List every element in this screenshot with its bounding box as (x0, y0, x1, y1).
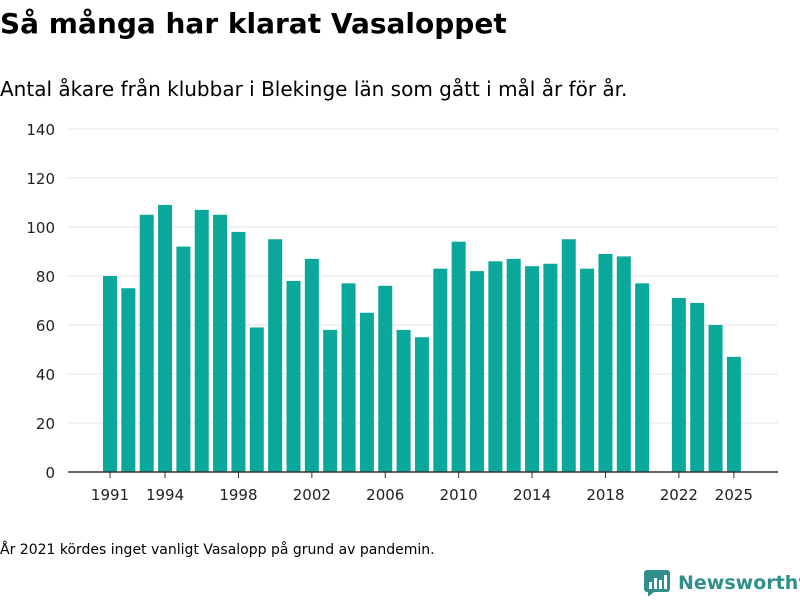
x-tick-label: 1998 (219, 486, 257, 504)
y-tick-label: 60 (36, 317, 55, 335)
footnote: År 2021 kördes inget vanligt Vasalopp på… (0, 542, 435, 558)
bar-1998 (231, 231, 246, 472)
y-tick-label: 120 (26, 170, 55, 188)
y-tick-label: 140 (26, 121, 55, 139)
bar-2008 (414, 337, 429, 472)
bars (103, 204, 741, 472)
bar-2019 (616, 256, 631, 472)
bar-2015 (543, 263, 558, 472)
bar-chart: 0 20 40 60 80 100 120 140 1991 1994 1998 2002 2006 2… (26, 121, 778, 504)
x-tick-label: 2018 (586, 486, 624, 504)
bar-1999 (249, 327, 264, 472)
brand-name: Newsworthy (678, 572, 800, 594)
bar-2004 (341, 283, 356, 472)
bar-2011 (470, 271, 484, 472)
bar-2020 (635, 283, 650, 472)
bar-2023 (690, 302, 705, 472)
bar-2005 (359, 312, 374, 472)
bar-2025 (726, 356, 741, 472)
bar-2017 (580, 268, 595, 472)
x-tick-label: 1991 (91, 486, 129, 504)
x-tick-label: 2010 (440, 486, 478, 504)
bar-1994 (158, 204, 173, 472)
bar-1993 (139, 214, 154, 472)
bar-2013 (506, 258, 521, 472)
bar-1996 (194, 209, 209, 472)
chart-subtitle: Antal åkare från klubbar i Blekinge län … (0, 77, 628, 101)
y-tick-label: 40 (36, 366, 55, 384)
newsworthy-logo: Newsworthy (644, 566, 800, 600)
y-tick-label: 80 (36, 268, 55, 286)
bar-2016 (561, 239, 576, 472)
bar-2003 (323, 329, 338, 472)
bar-2009 (433, 268, 448, 472)
bar-2024 (708, 325, 723, 472)
x-tick-label: 2014 (513, 486, 551, 504)
bar-2006 (378, 285, 393, 472)
x-tick-label: 1994 (146, 486, 184, 504)
y-tick-label: 100 (26, 219, 55, 237)
bar-1991 (103, 276, 117, 472)
bar-2014 (525, 266, 540, 472)
y-axis-ticks: 0 20 40 60 80 100 120 140 (26, 121, 55, 482)
y-tick-label: 0 (45, 464, 55, 482)
chart-title: Så många har klarat Vasaloppet (0, 7, 507, 40)
bar-2001 (286, 280, 301, 472)
bar-2007 (396, 329, 411, 472)
x-tick-label: 2002 (293, 486, 331, 504)
x-tick-label: 2025 (715, 486, 753, 504)
bar-2002 (304, 258, 319, 472)
x-axis-ticks: 1991 1994 1998 2002 2006 2010 2014 2018 2022 2025 (91, 472, 753, 504)
bar-2012 (488, 261, 503, 472)
bar-2010 (451, 241, 466, 472)
bar-2018 (598, 253, 613, 472)
bar-2022 (671, 298, 686, 472)
bar-2000 (268, 239, 283, 472)
bar-1997 (213, 214, 228, 472)
x-tick-label: 2006 (366, 486, 404, 504)
x-tick-label: 2022 (660, 486, 698, 504)
y-tick-label: 20 (36, 415, 55, 433)
bar-1995 (176, 246, 191, 472)
bar-chart-logo-icon (644, 570, 670, 596)
bar-1992 (121, 288, 136, 472)
